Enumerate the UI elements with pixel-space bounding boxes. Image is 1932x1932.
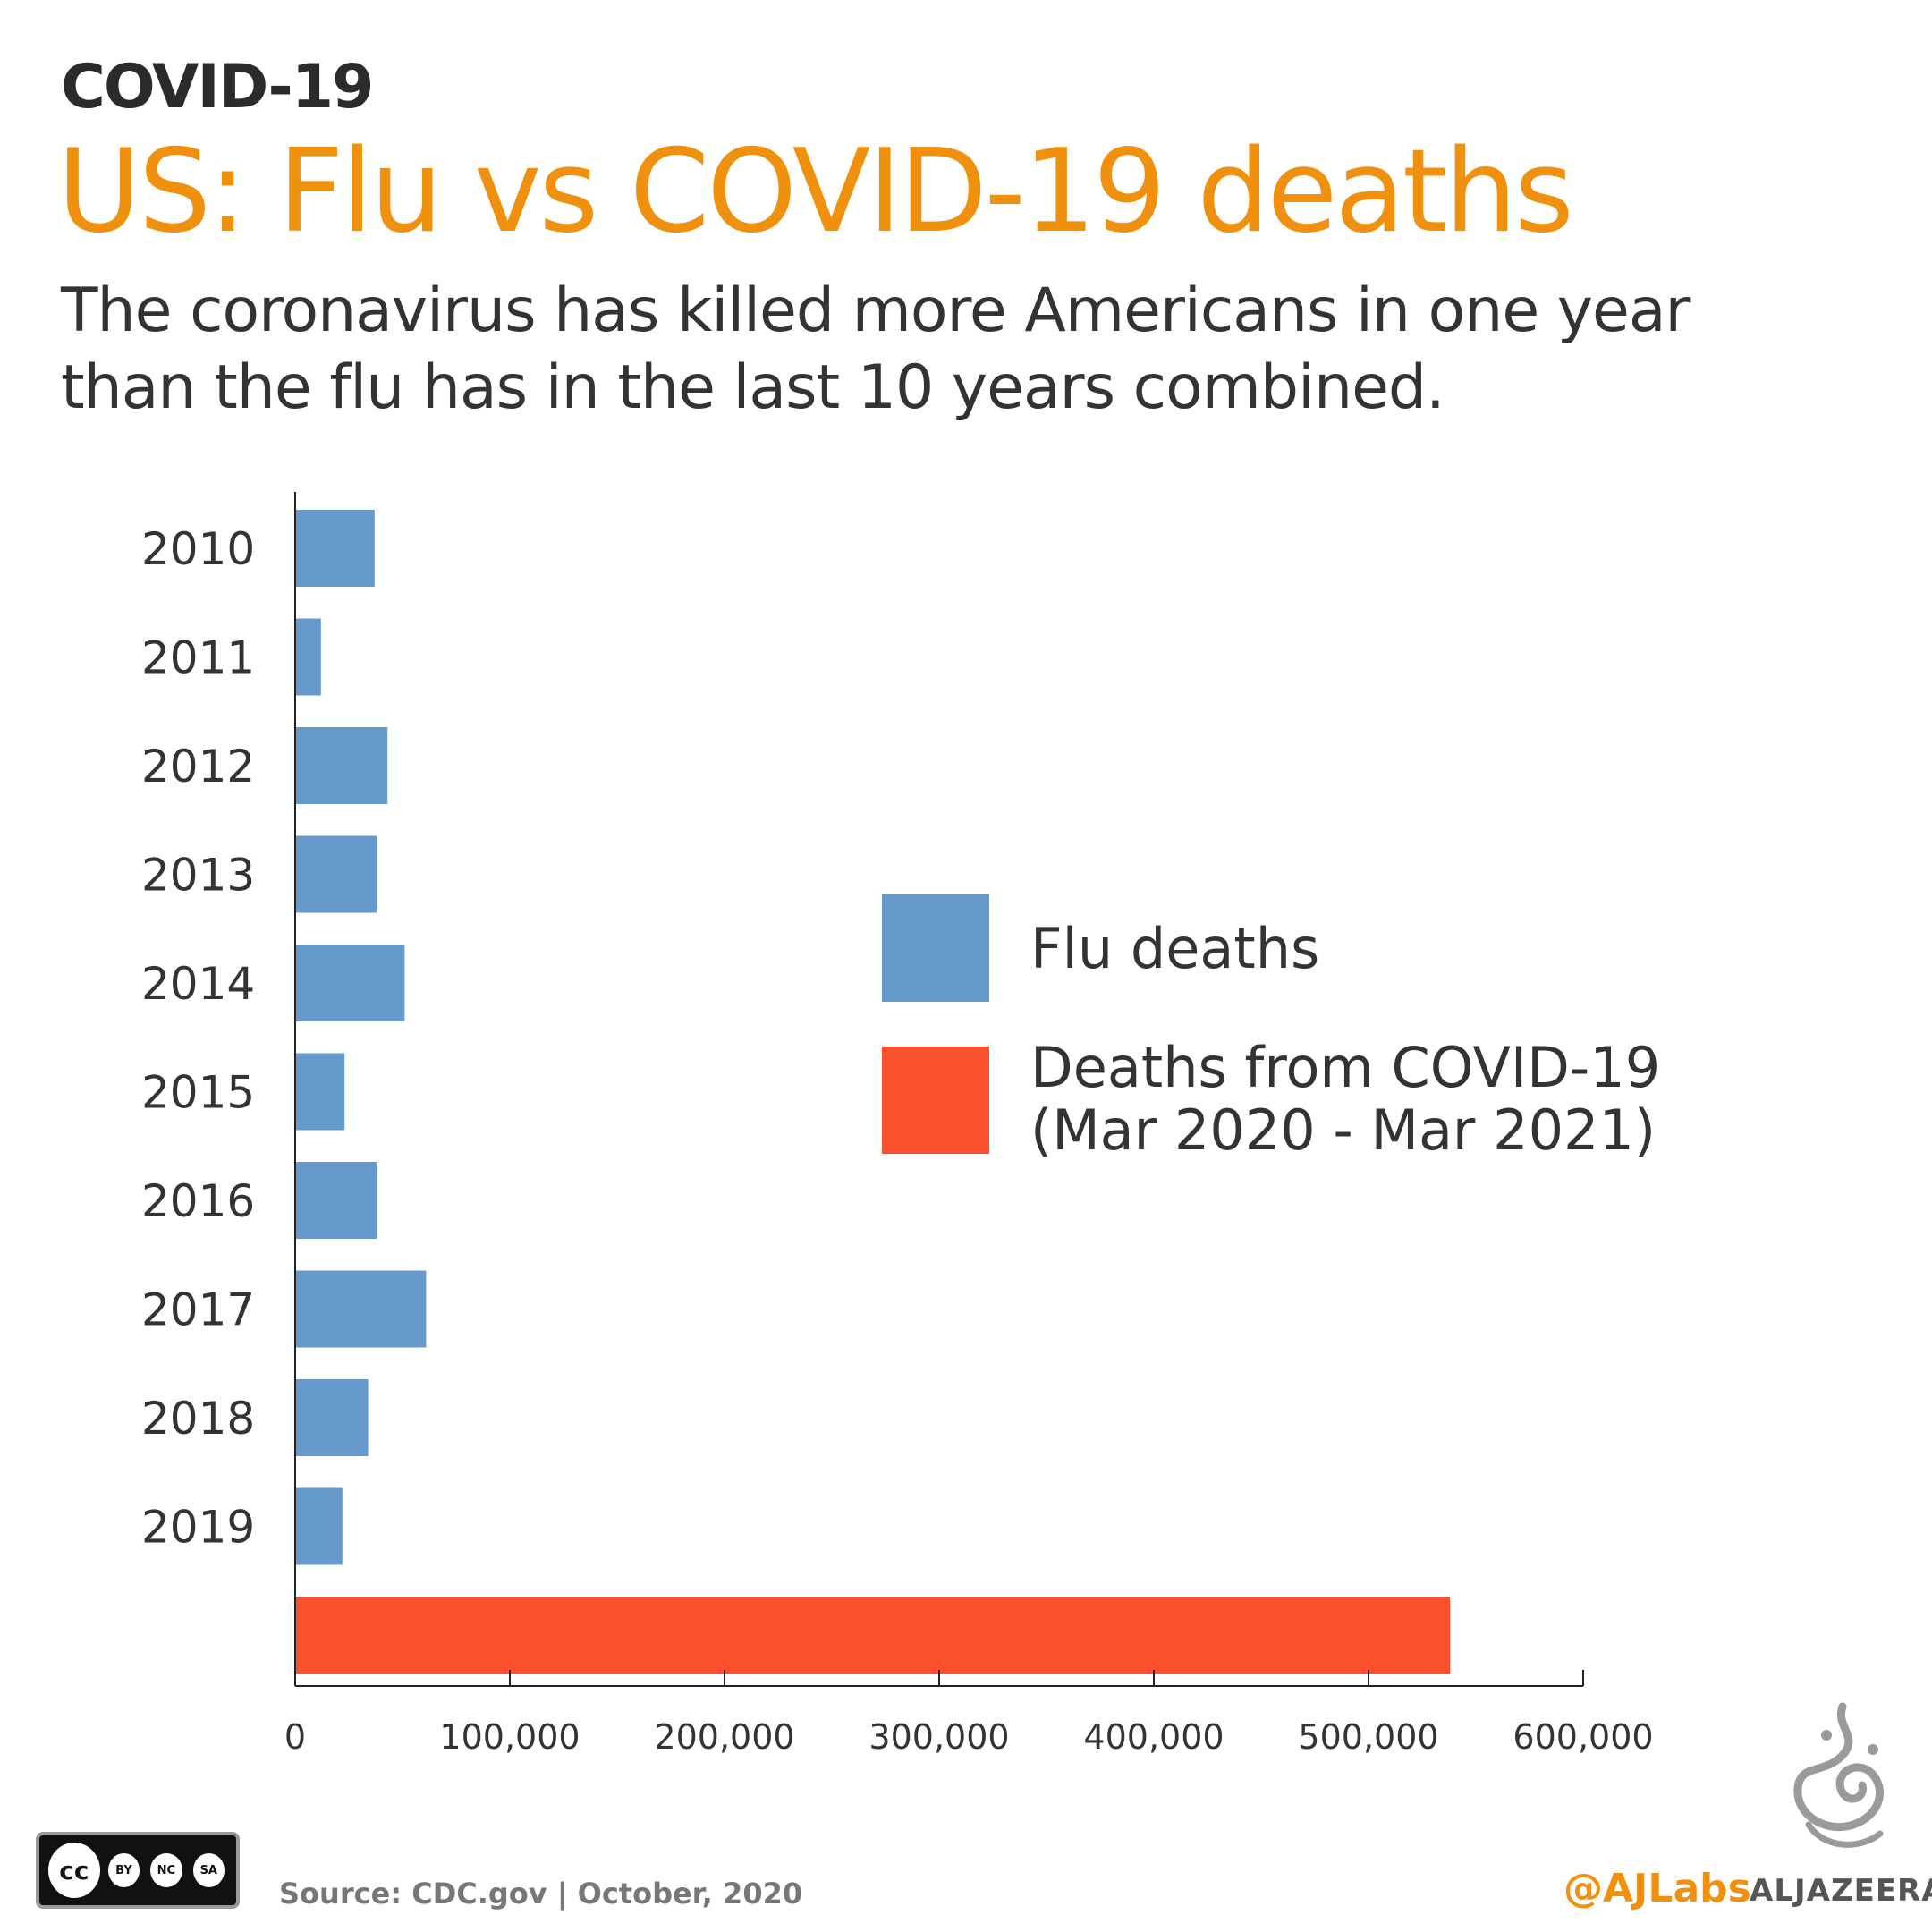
flu-bar [295,510,375,587]
cc-icon: cc [48,1843,100,1898]
legend-swatch-covid [882,1046,989,1154]
flu-bar [295,1162,377,1239]
nc-icon: NC [148,1851,185,1890]
aljazeera-wordmark: ALJAZEERA [1750,1873,1932,1909]
legend-label-covid-line2: (Mar 2020 - Mar 2021) [1030,1097,1656,1163]
flu-bar [295,945,405,1021]
flu-bar [295,1270,427,1348]
category-label: 2018 [141,1393,255,1445]
x-tick-label: 500,000 [1298,1717,1438,1757]
category-label: 2017 [141,1284,255,1336]
x-tick-label: 0 [284,1717,306,1757]
x-tick-label: 400,000 [1083,1717,1224,1757]
category-label: 2019 [141,1502,255,1554]
category-label: 2016 [141,1175,255,1227]
x-tick-label: 300,000 [869,1717,1009,1757]
flu-bar [295,1053,345,1131]
source-note: Source: CDC.gov | October, 2020 [279,1877,803,1911]
category-label: 2014 [141,958,255,1010]
legend-label-flu: Flu deaths [1030,916,1319,981]
category-label: 2011 [141,632,255,684]
legend-swatch-flu [882,894,989,1002]
flu-bar [295,1379,369,1456]
category-label: 2010 [141,523,255,575]
flu-bar [295,727,388,804]
legend-label-covid-line1: Deaths from COVID-19 [1030,1035,1660,1100]
category-label: 2013 [141,850,255,902]
x-tick-label: 200,000 [654,1717,794,1757]
flu-bar [295,835,377,913]
x-tick-label: 600,000 [1513,1717,1653,1757]
by-icon: BY [105,1851,143,1890]
flu-bar [295,1487,343,1565]
chart-title: US: Flu vs COVID-19 deaths [57,125,1574,258]
x-tick-label: 100,000 [439,1717,580,1757]
chart-subtitle: The coronavirus has killed more American… [61,275,1690,423]
kicker: COVID-19 [61,52,374,123]
category-label: 2012 [141,741,255,792]
flu-bar [295,618,321,696]
aljazeera-logo-icon [1793,1702,1884,1848]
cc-license-badge: cc BY NC SA [36,1832,240,1909]
ajlabs-handle: @AJLabs [1563,1866,1751,1911]
category-label: 2015 [141,1067,255,1119]
covid-bar [295,1597,1451,1674]
sa-icon: SA [190,1851,227,1890]
